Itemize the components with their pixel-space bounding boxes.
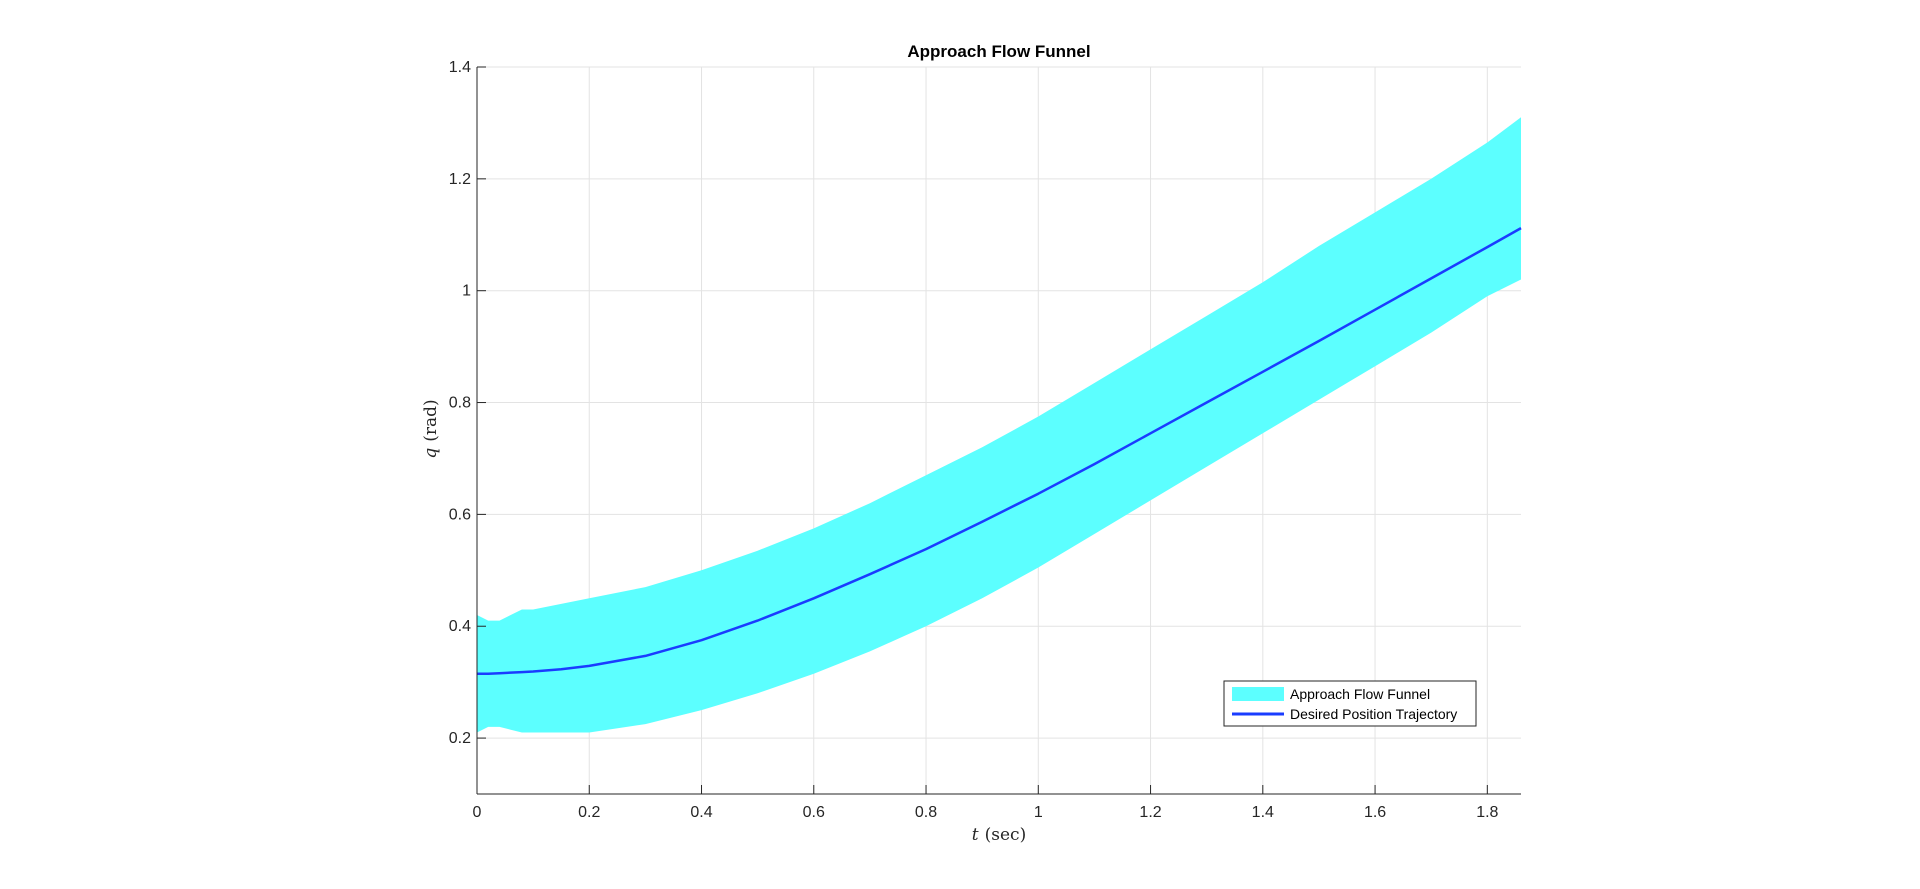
chart-title: Approach Flow Funnel [907, 42, 1090, 61]
x-tick-label: 1.8 [1476, 804, 1498, 821]
trajectory-line [477, 227, 1522, 676]
funnel-band-layer [477, 117, 1521, 733]
y-tick-label: 1.4 [449, 59, 471, 76]
trajectory-line-layer [477, 227, 1522, 676]
x-tick-label: 0.8 [915, 804, 937, 821]
y-tick-label: 0.2 [449, 730, 471, 747]
x-tick-label: 1 [1034, 804, 1043, 821]
legend-swatch-funnel [1232, 687, 1284, 701]
legend-label-funnel: Approach Flow Funnel [1290, 686, 1430, 702]
y-tick-label: 0.6 [449, 506, 471, 523]
x-tick-label: 0 [473, 804, 482, 821]
axes [476, 66, 1521, 795]
legend-label-trajectory: Desired Position Trajectory [1290, 706, 1457, 722]
x-axis-variable: t [972, 825, 979, 845]
x-tick-labels: 0 0.2 0.4 0.6 0.8 1 1.2 1.4 1.6 1.8 [473, 804, 1499, 821]
y-tick-label: 0.8 [449, 395, 471, 412]
x-tick-label: 1.4 [1252, 804, 1274, 821]
y-axis-label: q (rad) [421, 399, 441, 458]
y-axis-variable: q [421, 448, 441, 459]
y-tick-label: 1.2 [449, 171, 471, 188]
y-tick-label: 1 [462, 283, 471, 300]
x-tick-label: 1.2 [1139, 804, 1161, 821]
funnel-band [477, 117, 1521, 733]
x-tick-label: 0.6 [803, 804, 825, 821]
x-axis-label: t (sec) [972, 825, 1026, 845]
y-tick-labels: 0.2 0.4 0.6 0.8 1 1.2 1.4 [449, 59, 471, 747]
x-axis-unit: (sec) [985, 825, 1027, 845]
x-tick-label: 0.2 [578, 804, 600, 821]
x-tick-label: 0.4 [690, 804, 712, 821]
y-tick-label: 0.4 [449, 618, 471, 635]
legend: Approach Flow Funnel Desired Position Tr… [1223, 680, 1477, 727]
x-tick-label: 1.6 [1364, 804, 1386, 821]
y-axis-unit: (rad) [421, 399, 441, 441]
